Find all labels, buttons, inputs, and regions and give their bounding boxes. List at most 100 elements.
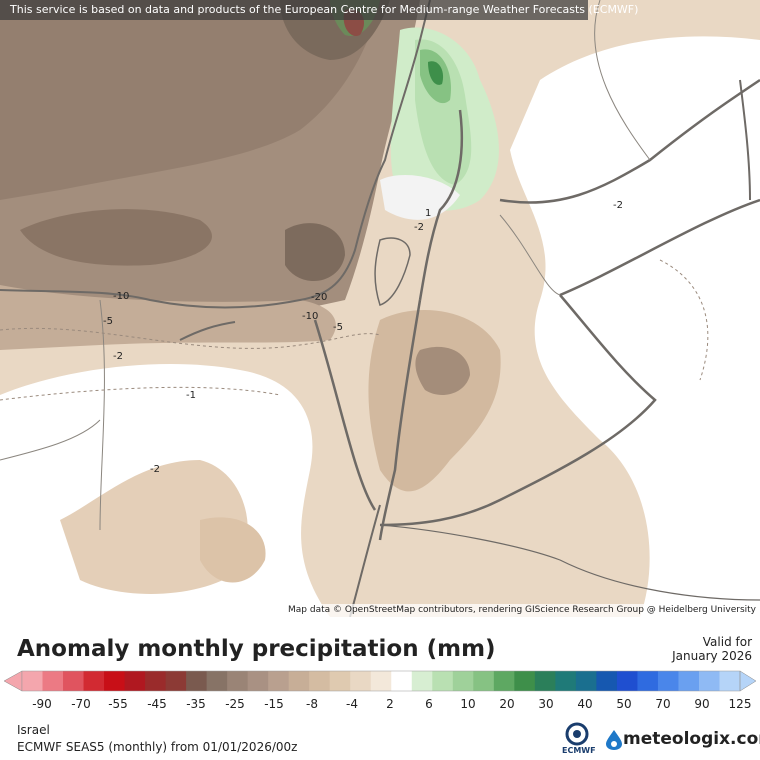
scale-tick-label: 125 [728, 697, 752, 711]
scale-tick-label: 2 [386, 697, 394, 711]
scale-swatch [186, 671, 208, 691]
scale-swatch [514, 671, 536, 691]
scale-swatch [575, 671, 597, 691]
admin-line-1 [499, 214, 561, 296]
contour-label: -10 [113, 291, 129, 302]
scale-swatch [616, 671, 638, 691]
admin-line-3 [99, 299, 105, 531]
scale-swatch [432, 671, 454, 691]
scale-swatch [698, 671, 720, 691]
scale-tick-label: 10 [460, 697, 476, 711]
contour-label: -5 [103, 316, 113, 327]
zero-anomaly-area-east [510, 36, 760, 617]
scale-swatch [534, 671, 556, 691]
scale-swatch [247, 671, 269, 691]
scale-swatch [329, 671, 351, 691]
scale-tick-label: -8 [306, 697, 318, 711]
contour-label: -2 [613, 200, 623, 211]
brown-anomaly-inland [368, 310, 501, 492]
scale-swatch [145, 671, 167, 691]
scale-swatch [42, 671, 64, 691]
lake-bardawil [179, 321, 236, 341]
scale-swatch [22, 671, 44, 691]
contour-label: -2 [150, 464, 160, 475]
region-label: Israel [17, 723, 50, 737]
valid-date: January 2026 [672, 649, 752, 663]
border-jordan-iraq [559, 198, 760, 297]
border-jordan-saudi [379, 294, 657, 527]
precipitation-anomaly-map[interactable]: -10 -5 -2 -1 -2 -20 -10 -5 1 -2 -2 This … [0, 0, 760, 617]
scale-tick-label: -55 [108, 697, 128, 711]
scale-swatch [268, 671, 290, 691]
scale-arrow-left [3, 670, 23, 692]
scale-tick-label: 90 [694, 697, 710, 711]
scale-swatch [63, 671, 85, 691]
scale-swatch [473, 671, 495, 691]
dark-brown-patch-west [20, 209, 212, 266]
contour-label: -5 [333, 322, 343, 333]
scale-tick-label: 30 [538, 697, 554, 711]
contour-dashed-1 [0, 327, 381, 349]
scale-swatch [657, 671, 679, 691]
scale-swatch [391, 671, 413, 691]
contour-dashed-2 [0, 386, 281, 401]
scale-swatch [227, 671, 249, 691]
dark-brown-anomaly-north [0, 0, 380, 200]
scale-swatch [288, 671, 310, 691]
scale-swatch [83, 671, 105, 691]
border-east [739, 79, 751, 201]
green-anomaly-peak [428, 61, 444, 85]
scale-swatch [350, 671, 372, 691]
scale-tick-label: -15 [264, 697, 284, 711]
map-attribution[interactable]: Map data © OpenStreetMap contributors, r… [284, 604, 760, 617]
scale-swatch [555, 671, 577, 691]
meteologix-logo-text: meteologix.com [623, 729, 760, 749]
border-jordan-valley [418, 109, 464, 301]
scale-swatch [637, 671, 659, 691]
legend-title: Anomaly monthly precipitation (mm) [17, 636, 496, 662]
dark-brown-anomaly-inland [415, 346, 470, 395]
border-egypt-israel [313, 319, 377, 511]
scale-tick-label: -70 [71, 697, 91, 711]
brown-patch-south [200, 517, 266, 583]
contour-label: -2 [414, 222, 424, 233]
scale-swatch [596, 671, 618, 691]
scale-swatch [104, 671, 126, 691]
coastline [0, 0, 431, 309]
color-scale-bar [3, 670, 757, 692]
scale-swatch [452, 671, 474, 691]
scale-arrow-right [739, 670, 757, 692]
scale-swatch [493, 671, 515, 691]
scale-tick-label: 40 [577, 697, 593, 711]
scale-swatch [678, 671, 700, 691]
scale-tick-label: 6 [425, 697, 433, 711]
scale-swatch [411, 671, 433, 691]
map-canvas: -10 -5 -2 -1 -2 -20 -10 -5 1 -2 -2 [0, 0, 760, 617]
admin-line-2 [0, 419, 101, 461]
scale-tick-label: 70 [655, 697, 671, 711]
scale-swatch [309, 671, 331, 691]
meteologix-logo-icon [606, 730, 622, 750]
admin-line-4 [594, 0, 651, 161]
scale-tick-label: -35 [186, 697, 206, 711]
brown-band-coast [0, 285, 336, 350]
scale-tick-label: -90 [32, 697, 52, 711]
contour-label: -1 [186, 390, 196, 401]
scale-tick-label: 20 [499, 697, 515, 711]
contour-label: -10 [302, 311, 318, 322]
ecmwf-disclaimer-banner: This service is based on data and produc… [0, 0, 638, 20]
scale-swatch [124, 671, 146, 691]
scale-tick-label: 50 [616, 697, 632, 711]
scale-tick-label: -4 [346, 697, 358, 711]
ecmwf-logo-text: ECMWF [562, 746, 596, 755]
contour-label: -20 [311, 292, 327, 303]
scale-swatch [370, 671, 392, 691]
valid-for-label: Valid for [702, 635, 752, 649]
scale-swatch [206, 671, 228, 691]
zero-anomaly-area-corner [0, 520, 60, 617]
model-run-label: ECMWF SEAS5 (monthly) from 01/01/2026/00… [17, 740, 298, 754]
contour-label: 1 [425, 208, 431, 219]
ecmwf-logo [565, 722, 589, 746]
scale-swatch [719, 671, 741, 691]
scale-tick-label: -45 [147, 697, 167, 711]
